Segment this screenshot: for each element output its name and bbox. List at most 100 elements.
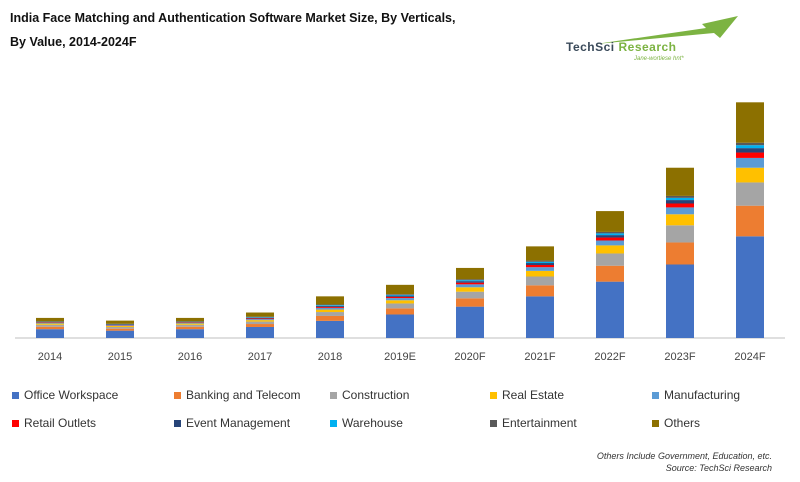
x-tick-label-2022f: 2022F	[594, 351, 625, 363]
bar-segment-real-estate-2024f	[736, 167, 764, 183]
x-tick-label-2018: 2018	[318, 351, 342, 363]
logo-arrow-icon	[596, 16, 738, 44]
legend-label: Retail Outlets	[24, 416, 97, 430]
bar-segment-manufacturing-2021f	[526, 267, 554, 271]
bar-segment-construction-2015	[106, 326, 134, 329]
bar-segment-banking-and-telecom-2014	[36, 326, 64, 330]
bar-segment-retail-outlets-2014	[36, 322, 64, 323]
note-source: Source: TechSci Research	[665, 463, 772, 473]
legend-item-construction: Construction	[330, 388, 409, 402]
bar-segment-entertainment-2023f	[666, 195, 694, 198]
bar-segment-construction-2023f	[666, 225, 694, 243]
bar-segment-warehouse-2017	[246, 317, 274, 318]
x-tick-label-2024f: 2024F	[734, 351, 765, 363]
bar-segment-retail-outlets-2024f	[736, 152, 764, 158]
bar-segment-real-estate-2020f	[456, 287, 484, 292]
bar-segment-banking-and-telecom-2024f	[736, 205, 764, 237]
x-tick-label-2015: 2015	[108, 351, 132, 363]
bar-segment-entertainment-2016	[176, 321, 204, 322]
bar-segment-event-management-2017	[246, 317, 274, 319]
bar-segment-construction-2021f	[526, 276, 554, 286]
legend-item-retail-outlets: Retail Outlets	[12, 416, 96, 430]
bar-segment-event-management-2022f	[596, 235, 624, 238]
bar-segment-office-workspace-2018	[316, 320, 344, 338]
legend-label: Event Management	[186, 416, 291, 430]
legend-swatch	[174, 420, 181, 428]
legend-swatch	[330, 420, 337, 428]
bar-segment-banking-and-telecom-2015	[106, 328, 134, 331]
bar-segment-event-management-2019e	[386, 295, 414, 297]
bar-segment-entertainment-2014	[36, 321, 64, 322]
legend-item-event-management: Event Management	[174, 416, 290, 430]
bar-segment-others-2023f	[666, 167, 694, 196]
bar-segment-real-estate-2014	[36, 323, 64, 325]
bar-segment-event-management-2020f	[456, 281, 484, 283]
legend-item-entertainment: Entertainment	[490, 416, 577, 430]
legend-label: Manufacturing	[664, 388, 741, 402]
bar-segment-manufacturing-2018	[316, 307, 344, 310]
legend-label: Construction	[342, 388, 410, 402]
logo-wordmark-part1: TechSci	[566, 40, 615, 54]
bar-segment-warehouse-2023f	[666, 197, 694, 201]
x-tick-label-2019e: 2019E	[384, 351, 416, 363]
bar-segment-retail-outlets-2019e	[386, 296, 414, 299]
bar-segment-event-management-2021f	[526, 263, 554, 265]
legend-item-banking-and-telecom: Banking and Telecom	[174, 388, 301, 402]
bar-segment-construction-2014	[36, 324, 64, 327]
legend-label: Entertainment	[502, 416, 577, 430]
bar-segment-office-workspace-2019e	[386, 314, 414, 338]
bar-segment-manufacturing-2020f	[456, 284, 484, 288]
bar-segment-manufacturing-2019e	[386, 298, 414, 301]
bar-segment-office-workspace-2023f	[666, 264, 694, 338]
bar-segment-entertainment-2022f	[596, 231, 624, 234]
bar-segment-manufacturing-2024f	[736, 157, 764, 168]
stacked-bar-chart: 2014 2015 2016 2017 2018 2019E 2020F 2021F 2022F…	[15, 102, 785, 363]
bar-segment-manufacturing-2023f	[666, 207, 694, 215]
legend-swatch	[652, 392, 659, 400]
x-tick-label-2016: 2016	[178, 351, 202, 363]
bar-segment-manufacturing-2016	[176, 322, 204, 324]
bar-segment-manufacturing-2014	[36, 322, 64, 324]
legend-swatch	[652, 420, 659, 428]
chart-title-line1: India Face Matching and Authentication S…	[10, 11, 456, 25]
x-tick-label-2021f: 2021F	[524, 351, 555, 363]
bar-segment-entertainment-2021f	[526, 260, 554, 262]
bar-segment-manufacturing-2015	[106, 325, 134, 326]
bar-segment-others-2021f	[526, 246, 554, 261]
legend-item-others: Others	[652, 416, 700, 430]
legend-label: Office Workspace	[24, 388, 119, 402]
bar-segment-real-estate-2017	[246, 320, 274, 322]
bar-segment-office-workspace-2015	[106, 330, 134, 338]
bar-segment-others-2014	[36, 317, 64, 322]
bar-segment-event-management-2023f	[666, 200, 694, 204]
bar-segment-event-management-2024f	[736, 148, 764, 153]
bar-segment-banking-and-telecom-2020f	[456, 298, 484, 307]
bar-segment-banking-and-telecom-2017	[246, 324, 274, 327]
legend-swatch	[490, 392, 497, 400]
legend-item-office-workspace: Office Workspace	[12, 388, 118, 402]
x-tick-label-2017: 2017	[248, 351, 272, 363]
bar-segment-real-estate-2021f	[526, 270, 554, 277]
bar-segment-office-workspace-2017	[246, 326, 274, 338]
bar-segment-construction-2017	[246, 321, 274, 325]
legend-label: Warehouse	[342, 416, 403, 430]
bar-segment-warehouse-2024f	[736, 145, 764, 149]
x-tick-label-2014: 2014	[38, 351, 62, 363]
x-tick-label-2023f: 2023F	[664, 351, 695, 363]
legend-label: Others	[664, 416, 701, 430]
bar-segment-banking-and-telecom-2018	[316, 315, 344, 321]
bar-segment-entertainment-2019e	[386, 294, 414, 295]
bar-segment-office-workspace-2016	[176, 329, 204, 338]
bar-segment-others-2015	[106, 320, 134, 324]
bar-segment-banking-and-telecom-2021f	[526, 285, 554, 297]
bar-segment-construction-2022f	[596, 253, 624, 266]
bar-segment-warehouse-2020f	[456, 280, 484, 282]
bar-segment-construction-2020f	[456, 291, 484, 299]
legend-swatch	[174, 392, 181, 400]
bar-segment-construction-2016	[176, 324, 204, 327]
chart-notes: Others Include Government, Education, et…	[597, 450, 772, 474]
bar-segment-others-2017	[246, 312, 274, 317]
bar-segment-retail-outlets-2022f	[596, 237, 624, 241]
bar-segment-retail-outlets-2023f	[666, 203, 694, 208]
bar-segment-entertainment-2024f	[736, 142, 764, 146]
